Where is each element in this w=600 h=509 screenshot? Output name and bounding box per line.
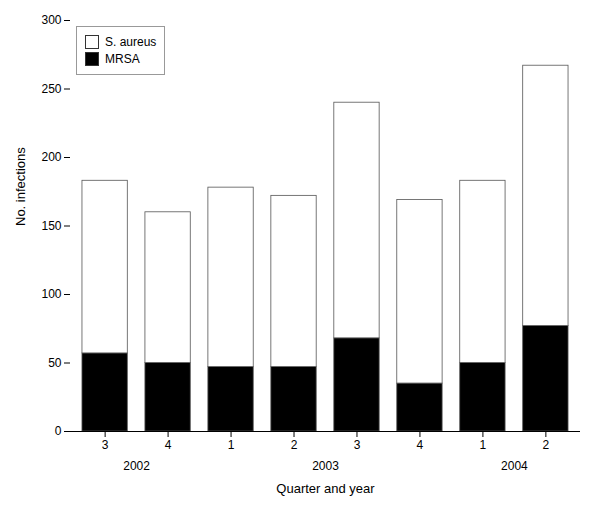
svg-text:4: 4	[165, 438, 172, 452]
svg-text:300: 300	[41, 13, 61, 27]
svg-text:3: 3	[102, 438, 109, 452]
svg-text:2002: 2002	[123, 459, 150, 473]
svg-text:2: 2	[291, 438, 298, 452]
svg-text:50: 50	[48, 356, 62, 370]
svg-text:2004: 2004	[501, 459, 528, 473]
html-text:MRSA: MRSA	[105, 52, 140, 66]
svg-text:0: 0	[55, 424, 62, 438]
svg-text:3: 3	[354, 438, 361, 452]
svg-text:1: 1	[480, 438, 487, 452]
svg-text:2: 2	[543, 438, 550, 452]
svg-text:1: 1	[228, 438, 235, 452]
svg-text:2003: 2003	[312, 459, 339, 473]
html-text:S. aureus: S. aureus	[105, 35, 157, 49]
svg-text:4: 4	[417, 438, 424, 452]
svg-text:No. infections: No. infections	[13, 147, 28, 226]
svg-text:250: 250	[41, 82, 61, 96]
svg-text:150: 150	[41, 219, 61, 233]
svg-text:Quarter and year: Quarter and year	[276, 481, 375, 496]
svg-text:200: 200	[41, 150, 61, 164]
svg-text:100: 100	[41, 287, 61, 301]
